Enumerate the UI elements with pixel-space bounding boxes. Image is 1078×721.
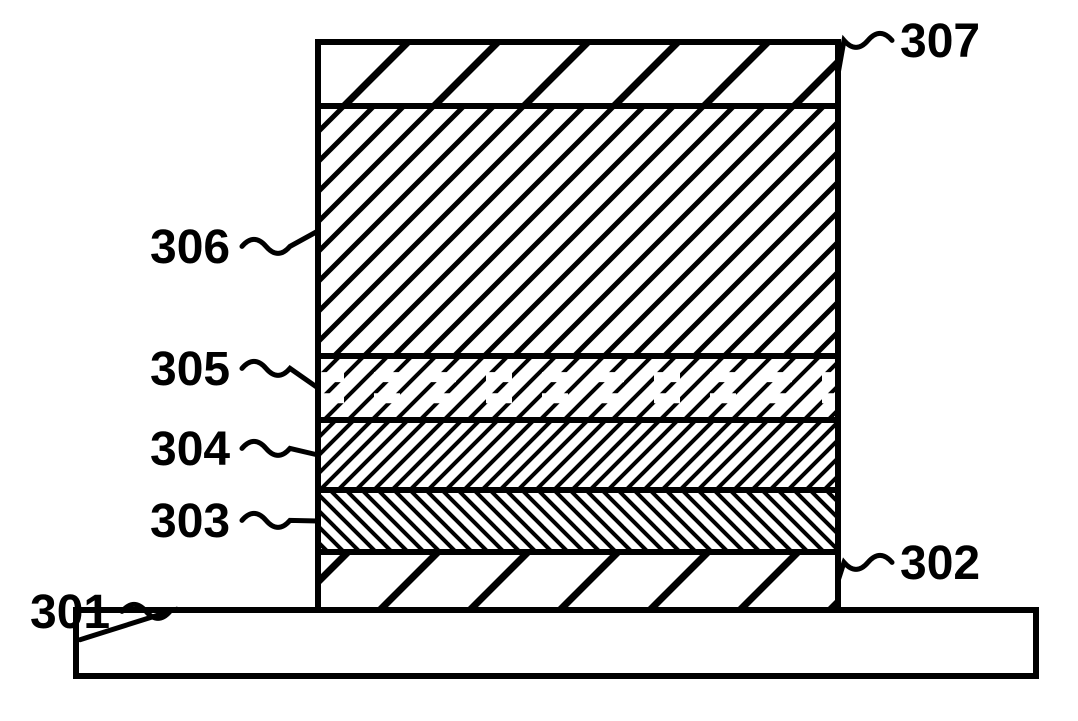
layer-301	[76, 610, 1036, 676]
label-301: 301	[30, 585, 110, 640]
label-302: 302	[900, 536, 980, 591]
label-307: 307	[900, 14, 980, 69]
label-303-leader	[242, 513, 318, 527]
layer-302-hatch	[318, 552, 838, 610]
layer-303-hatch	[318, 490, 838, 552]
label-302-leader	[838, 555, 892, 581]
label-307-leader	[838, 33, 892, 74]
label-306-leader	[242, 231, 318, 253]
label-304: 304	[150, 422, 230, 477]
label-306: 306	[150, 220, 230, 275]
label-305-leader	[242, 361, 318, 388]
layer-306-hatch	[318, 106, 838, 356]
label-305: 305	[150, 342, 230, 397]
label-304-leader	[242, 441, 318, 455]
layer-307-hatch	[318, 42, 838, 106]
label-303: 303	[150, 494, 230, 549]
layer-305-hatch	[318, 356, 838, 420]
layer-304-hatch	[318, 420, 838, 490]
